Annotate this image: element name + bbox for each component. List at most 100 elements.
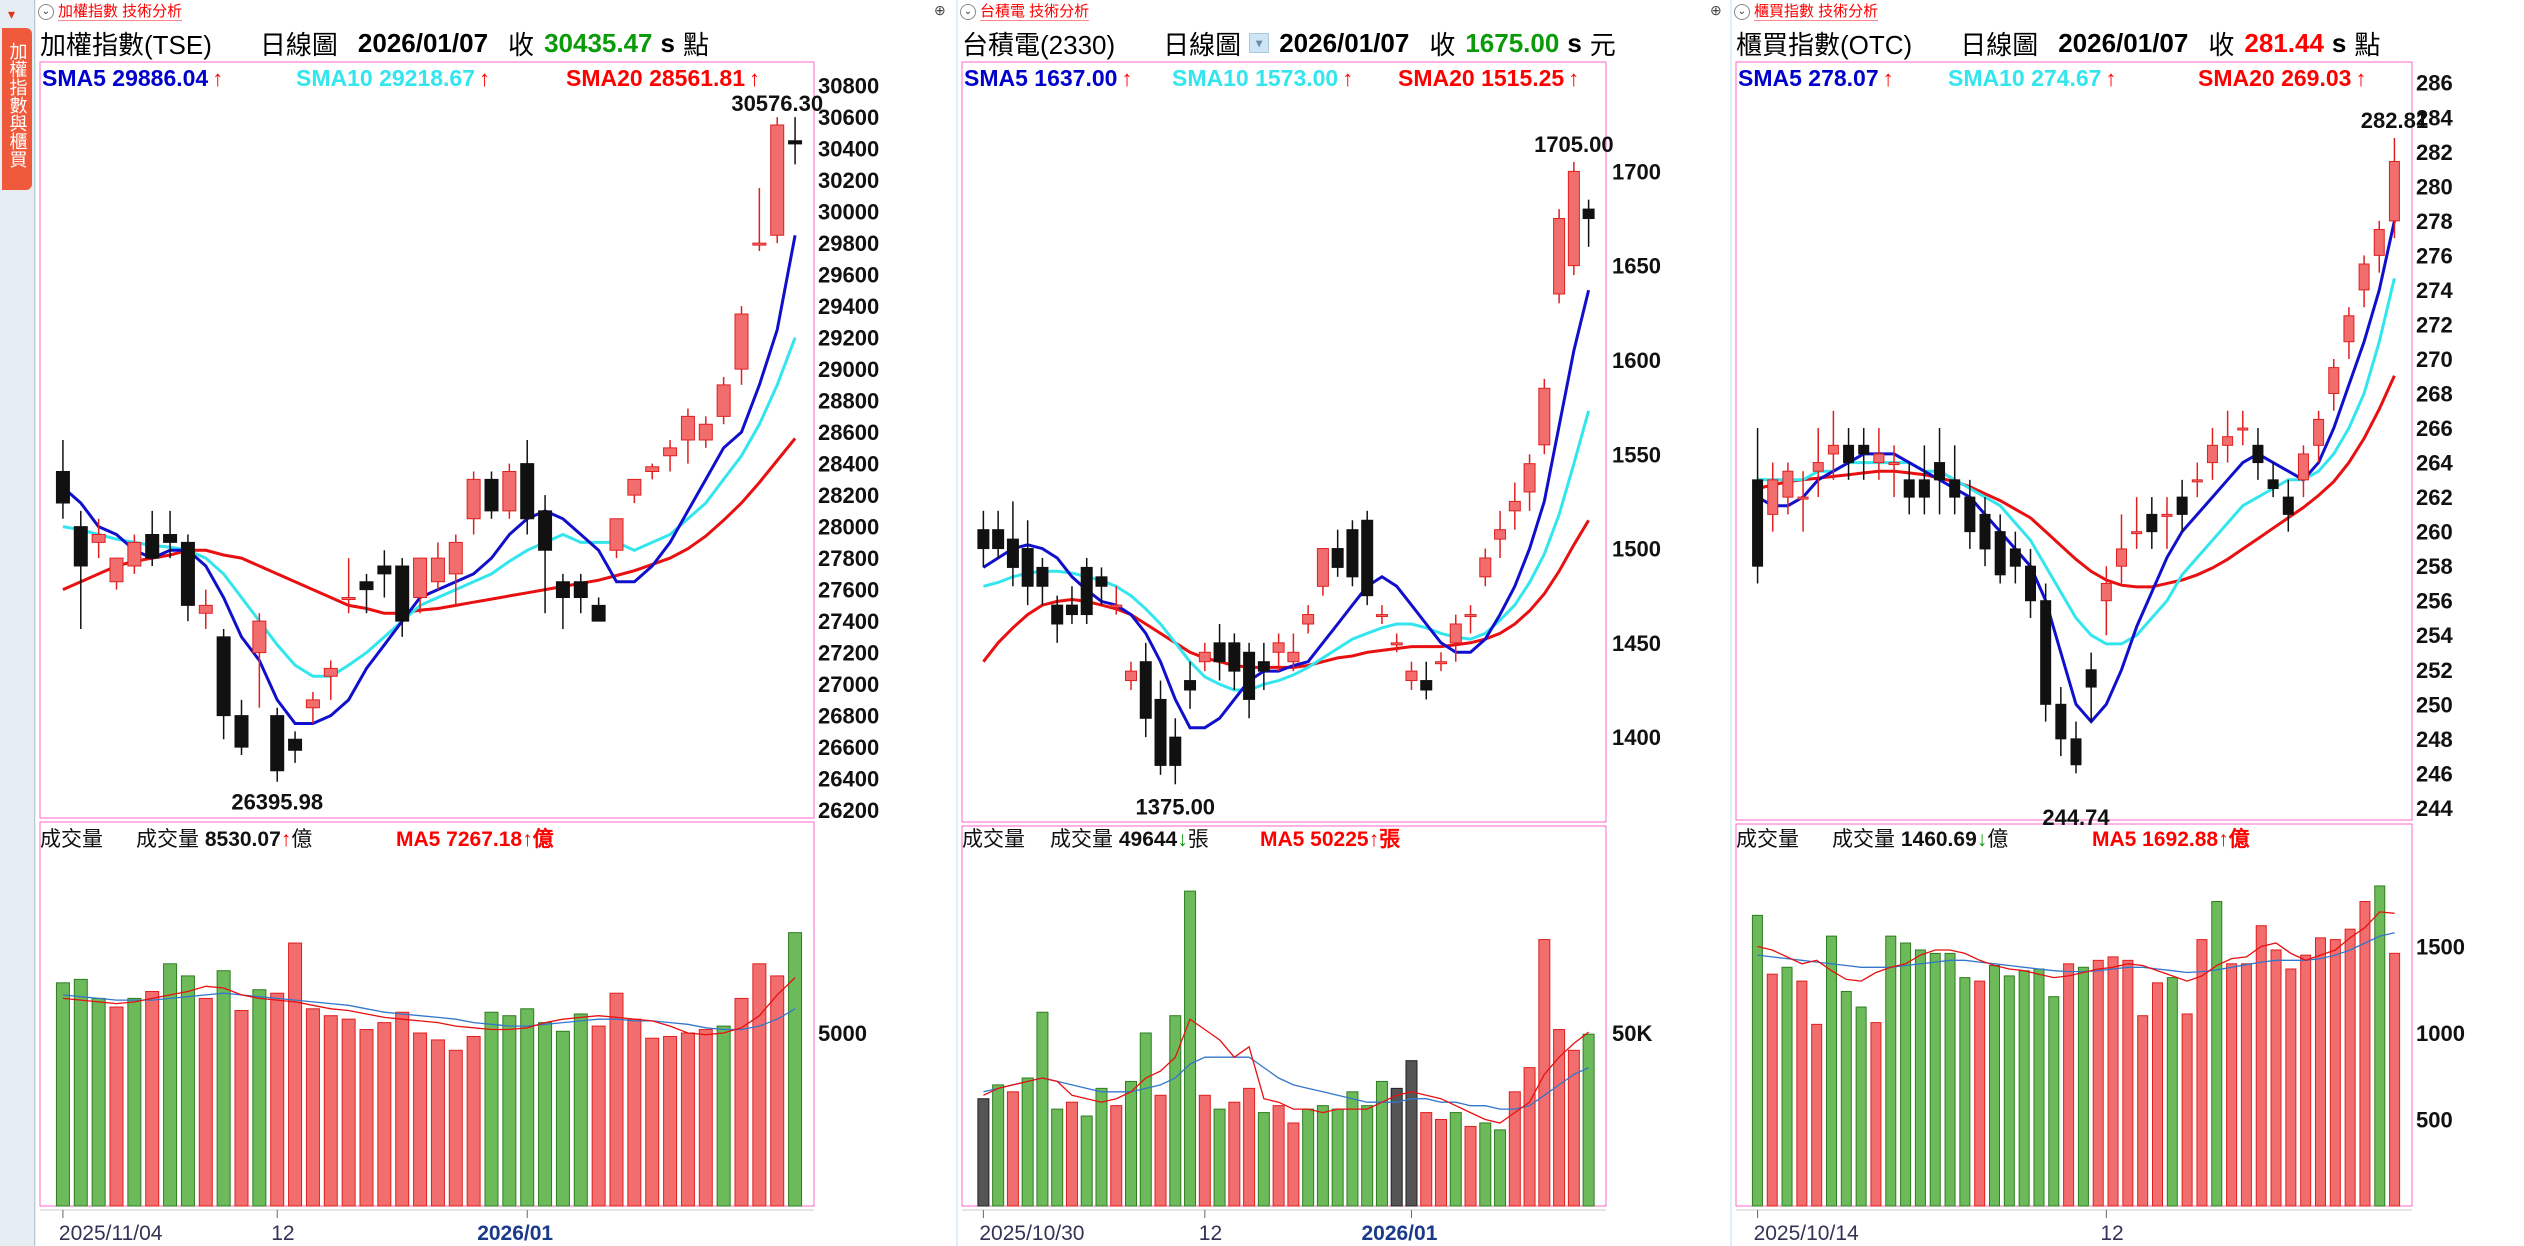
volume-bar bbox=[2181, 1013, 2193, 1207]
panel-header: 台積電(2330) 日線圖 ▾ 2026/01/07 收 1675.00 s 元 bbox=[962, 26, 1630, 60]
sma-legend-sma20: SMA20 28561.81 bbox=[566, 65, 745, 91]
volume-bar bbox=[663, 1035, 678, 1207]
chart-svg[interactable]: SMA5 278.07 ↑ SMA10 274.67 ↑ SMA20 269.03 ↑24… bbox=[1732, 0, 2524, 1246]
candle-body bbox=[1464, 614, 1477, 618]
collapse-icon[interactable]: ⌄ bbox=[38, 4, 54, 21]
candle-body bbox=[1567, 170, 1580, 267]
volume-bar bbox=[1213, 1108, 1226, 1207]
volume-unit: 億 bbox=[291, 828, 312, 851]
volume-ma5-line bbox=[1757, 911, 2395, 982]
down-arrow-icon: ↓ bbox=[1977, 828, 1988, 851]
candle-body bbox=[698, 423, 713, 441]
volume-bar bbox=[1065, 1101, 1078, 1207]
volume-bar bbox=[1959, 977, 1971, 1207]
volume-tick-label: 1500 bbox=[2416, 935, 2465, 960]
candle-body bbox=[1169, 736, 1182, 766]
period[interactable]: 日線圖 bbox=[1163, 29, 1242, 60]
candle-body bbox=[2070, 738, 2082, 766]
volume-bar bbox=[2240, 963, 2252, 1207]
candle-body bbox=[1095, 576, 1108, 587]
candle-body bbox=[234, 715, 249, 748]
high-annotation: 30576.30 bbox=[731, 91, 823, 116]
candle-body bbox=[1918, 479, 1930, 498]
panel-tab-label[interactable]: 櫃買指數 技術分析 bbox=[1754, 3, 1879, 21]
volume-bar bbox=[2033, 968, 2045, 1207]
up-arrow-icon: ↑ bbox=[749, 66, 760, 91]
zoom-icon[interactable]: ⊕ bbox=[934, 2, 946, 18]
candle-body bbox=[341, 597, 356, 600]
y-tick-label: 244 bbox=[2416, 796, 2453, 821]
volume-bar bbox=[1154, 1094, 1167, 1207]
volume-bar bbox=[573, 1013, 588, 1207]
y-tick-label: 262 bbox=[2416, 485, 2453, 510]
y-tick-label: 266 bbox=[2416, 416, 2453, 441]
candle-body bbox=[2343, 315, 2355, 343]
candle-body bbox=[1994, 531, 2006, 576]
candle-body bbox=[1479, 557, 1492, 578]
volume-bar bbox=[502, 1015, 517, 1207]
period[interactable]: 日線圖 bbox=[1960, 29, 2039, 60]
y-tick-label: 27000 bbox=[818, 672, 879, 697]
candle-body bbox=[663, 447, 678, 457]
volume-title: 成交量 bbox=[40, 828, 103, 851]
candle-body bbox=[1782, 470, 1794, 498]
volume-bar bbox=[977, 1098, 990, 1207]
candle-body bbox=[1858, 444, 1870, 455]
volume-bar bbox=[1929, 952, 1941, 1207]
y-tick-label: 29800 bbox=[818, 231, 879, 256]
volume-bar bbox=[1494, 1129, 1507, 1207]
candle-body bbox=[977, 529, 990, 550]
candle-body bbox=[1036, 566, 1049, 587]
panel-tab[interactable]: ⌄ 台積電 技術分析 bbox=[960, 0, 1090, 22]
up-arrow-icon: ↑ bbox=[281, 828, 292, 851]
period-dropdown-icon[interactable]: ▾ bbox=[1249, 33, 1270, 53]
volume-bar bbox=[1974, 980, 1986, 1207]
volume-bar bbox=[2329, 939, 2341, 1207]
low-annotation: 1375.00 bbox=[1136, 794, 1216, 819]
volume-bar bbox=[341, 1018, 356, 1207]
panel-tab-label[interactable]: 加權指數 技術分析 bbox=[58, 3, 183, 21]
panel-tab-label[interactable]: 台積電 技術分析 bbox=[980, 3, 1090, 21]
candle-body bbox=[1198, 651, 1211, 663]
dropdown-arrow-icon[interactable]: ▾ bbox=[8, 6, 16, 22]
y-tick-label: 29400 bbox=[818, 294, 879, 319]
y-tick-label: 254 bbox=[2416, 623, 2453, 648]
volume-bar bbox=[1095, 1087, 1108, 1207]
candle-body bbox=[2176, 496, 2188, 515]
volume-bar bbox=[627, 1018, 642, 1207]
y-tick-label: 260 bbox=[2416, 520, 2453, 545]
volume-bar bbox=[770, 975, 785, 1207]
x-axis-label: 2025/11/04 bbox=[59, 1222, 163, 1245]
candle-body bbox=[1405, 670, 1418, 682]
y-tick-label: 280 bbox=[2416, 174, 2453, 199]
volume-title: 成交量 bbox=[962, 828, 1025, 851]
symbol-name: 台積電(2330) bbox=[962, 29, 1116, 60]
candle-body bbox=[752, 242, 767, 246]
candle-body bbox=[1272, 642, 1285, 653]
panel-tab[interactable]: ⌄ 加權指數 技術分析 bbox=[38, 0, 183, 22]
high-annotation: 1705.00 bbox=[1534, 132, 1614, 157]
zoom-icon[interactable]: ⊕ bbox=[1710, 2, 1722, 18]
volume-bar bbox=[1553, 1029, 1566, 1207]
chart-svg[interactable]: SMA5 29886.04 ↑ SMA10 29218.67 ↑ SMA20 28561… bbox=[36, 0, 956, 1246]
chart-svg[interactable]: SMA5 1637.00 ↑ SMA10 1573.00 ↑ SMA20 1515.25… bbox=[958, 0, 1730, 1246]
candle-body bbox=[1934, 462, 1946, 481]
panel-tab[interactable]: ⌄ 櫃買指數 技術分析 bbox=[1734, 0, 1879, 22]
candle-body bbox=[395, 565, 410, 622]
volume-bar bbox=[1110, 1105, 1123, 1207]
volume-bar bbox=[752, 963, 767, 1207]
candle-body bbox=[1390, 642, 1403, 646]
side-tab[interactable]: 加權指數與櫃買 bbox=[2, 28, 32, 190]
candle-body bbox=[788, 140, 803, 145]
y-tick-label: 246 bbox=[2416, 761, 2453, 786]
y-tick-label: 26800 bbox=[818, 704, 879, 729]
sma-legend-sma20: SMA20 1515.25 bbox=[1398, 65, 1564, 91]
volume-bar bbox=[734, 997, 749, 1207]
period[interactable]: 日線圖 bbox=[259, 29, 338, 60]
volume-bar bbox=[198, 997, 213, 1207]
volume-bar bbox=[2077, 966, 2089, 1207]
volume-value: 成交量 8530.07↑億 bbox=[136, 828, 312, 851]
collapse-icon[interactable]: ⌄ bbox=[1734, 4, 1750, 21]
volume-bar bbox=[1390, 1087, 1403, 1207]
collapse-icon[interactable]: ⌄ bbox=[960, 4, 976, 21]
